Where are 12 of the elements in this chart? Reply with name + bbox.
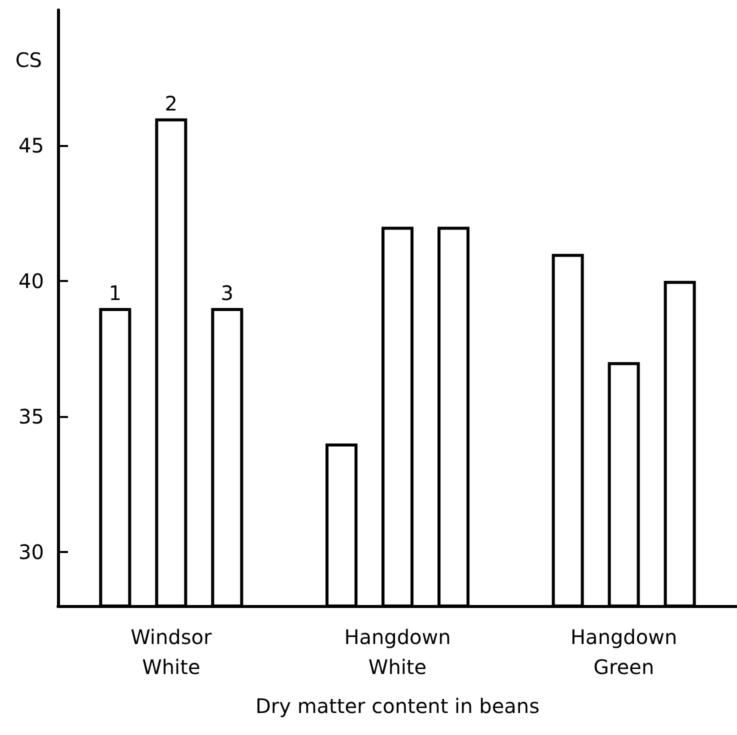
x-tick-label: Windsor White [130, 625, 213, 679]
y-axis-title: CS [15, 48, 42, 72]
x-tick-label: Hangdown Green [570, 625, 678, 679]
y-tick-label: 35 [18, 404, 44, 428]
y-tick-label: 40 [18, 268, 44, 293]
y-tick-label: 30 [18, 540, 44, 564]
series-label: 3 [220, 281, 234, 305]
x-tick-label: Hangdown White [344, 625, 451, 679]
series-label: 1 [108, 281, 122, 305]
x-axis-title: Dry matter content in beans [256, 694, 540, 718]
y-tick-label: 45 [18, 133, 44, 158]
series-label: 2 [164, 91, 178, 116]
